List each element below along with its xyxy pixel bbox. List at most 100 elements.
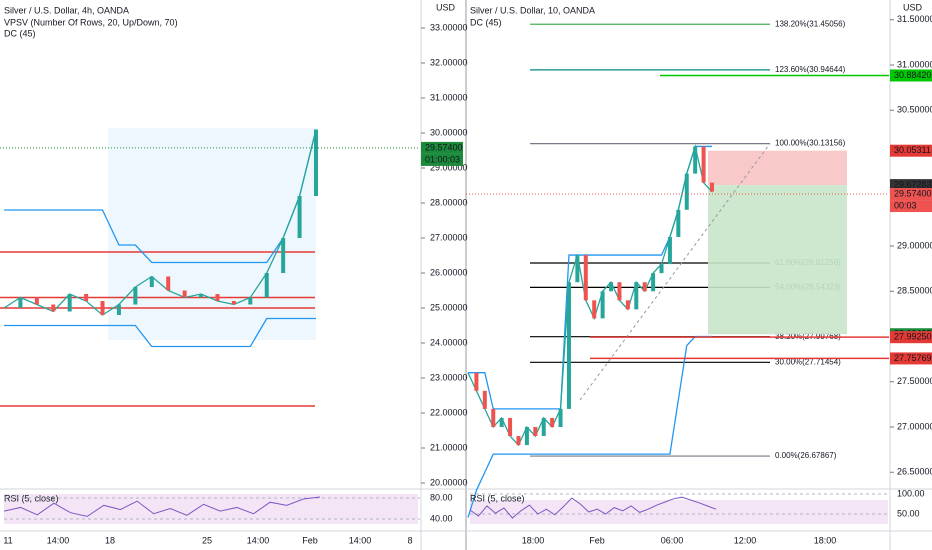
candle [199,294,204,298]
candle [651,273,656,292]
dc_lower [4,317,316,348]
fib-label: 123.60%(30.94644) [775,65,846,74]
fib-label: 100.00%(30.13156) [775,139,846,148]
candle [524,427,529,446]
time-label: 06:00 [661,535,684,545]
price-badge [890,188,932,201]
y-tick-label: 31.50000 [897,14,932,24]
time-label: Feb [589,535,605,545]
y-tick-label: 28.50000 [897,286,932,296]
time-label: 18 [105,535,115,545]
price-badge-label: 30.88420 [894,70,932,80]
fib-label: 38.20%(27.99768) [775,332,841,341]
candle [67,294,72,312]
price-badge [890,352,932,365]
time-label: 8 [407,535,412,545]
candle [84,294,89,301]
fib-label: 0.00%(26.67867) [775,451,837,460]
price-badge-label: 29.67283 [894,179,932,189]
countdown-label: 01:00:03 [425,154,460,164]
rsi-label: RSI (5, close) [470,493,525,503]
candle [215,294,220,301]
y-tick-label: 29.00000 [897,240,932,250]
candle [701,146,706,183]
price-badge-label: 29.57400 [425,142,463,152]
candle [516,436,521,446]
candle [710,182,714,192]
candle [182,290,187,298]
fib-label: 138.20%(31.45056) [775,19,846,28]
candle [482,390,487,409]
trend-line [579,143,771,401]
candle [617,282,622,301]
target-zone [708,185,847,335]
candle [314,129,318,196]
price-badge-label: 30.05311 [894,145,931,155]
time-label: 11 [3,535,12,545]
price-badge [890,144,932,157]
y-tick-label: 27.50000 [897,376,932,386]
y-tick-label: 30.50000 [897,105,932,115]
candle [600,291,605,319]
volume-profile-area [108,128,316,340]
time-label: 12:00 [734,535,757,545]
time-label: 14:00 [247,535,270,545]
indicator-label: DC (45) [470,17,502,27]
candle [281,238,286,273]
rsi-tick-label: 80.00 [430,492,453,502]
time-label: 14:00 [349,535,372,545]
fib-label: 30.00%(27.71454) [775,357,841,366]
candle [166,276,171,291]
candle [248,297,253,305]
rsi-line [469,496,717,519]
candle [642,282,647,292]
candle [499,417,504,427]
candle [625,300,630,310]
price-badge-label: 29.57400 [894,188,932,198]
rsi-band [470,500,888,524]
y-tick-label: 20.00000 [430,477,468,487]
y-tick-label: 29.00000 [430,162,468,172]
candle [693,146,698,174]
candle [51,304,56,312]
candle [533,427,538,437]
candle [541,417,546,437]
candle [592,300,597,319]
candle [133,287,138,305]
y-tick-label: 25.00000 [430,302,468,312]
candle [583,255,588,301]
price-badge-label: 27.75769 [894,353,932,363]
y-tick-label: 27.00000 [897,421,932,431]
y-tick-label: 31.00000 [897,59,932,69]
candle [634,282,639,310]
candle [566,282,571,409]
countdown-badge [890,200,932,213]
price-badge [890,331,932,344]
candle [149,276,154,287]
time-label: 14:00 [47,535,70,545]
indicator-label: DC (45) [4,28,36,38]
y-tick-label: 27.00000 [430,232,468,242]
time-label: 18:00 [522,535,545,545]
candle [491,408,496,427]
rsi-label: RSI (5, close) [4,493,59,503]
stop-zone [708,150,847,186]
time-label: Feb [302,535,318,545]
time-label: 25 [202,535,212,545]
candle [558,408,563,427]
rsi-line [3,496,321,517]
candle [100,301,105,315]
dc_upper [4,129,317,264]
indicator-label: VPSV (Number Of Rows, 20, Up/Down, 70) [4,17,178,27]
candle [575,255,580,283]
currency-label: USD [436,2,456,12]
rsi-tick-label: 100.00 [897,488,925,498]
y-tick-label: 31.00000 [430,92,468,102]
candle [609,282,614,292]
candle [676,209,681,237]
y-tick-label: 26.50000 [897,467,932,477]
candle [116,304,121,315]
currency-label: USD [903,2,923,12]
price [3,129,317,316]
candle [684,173,689,210]
